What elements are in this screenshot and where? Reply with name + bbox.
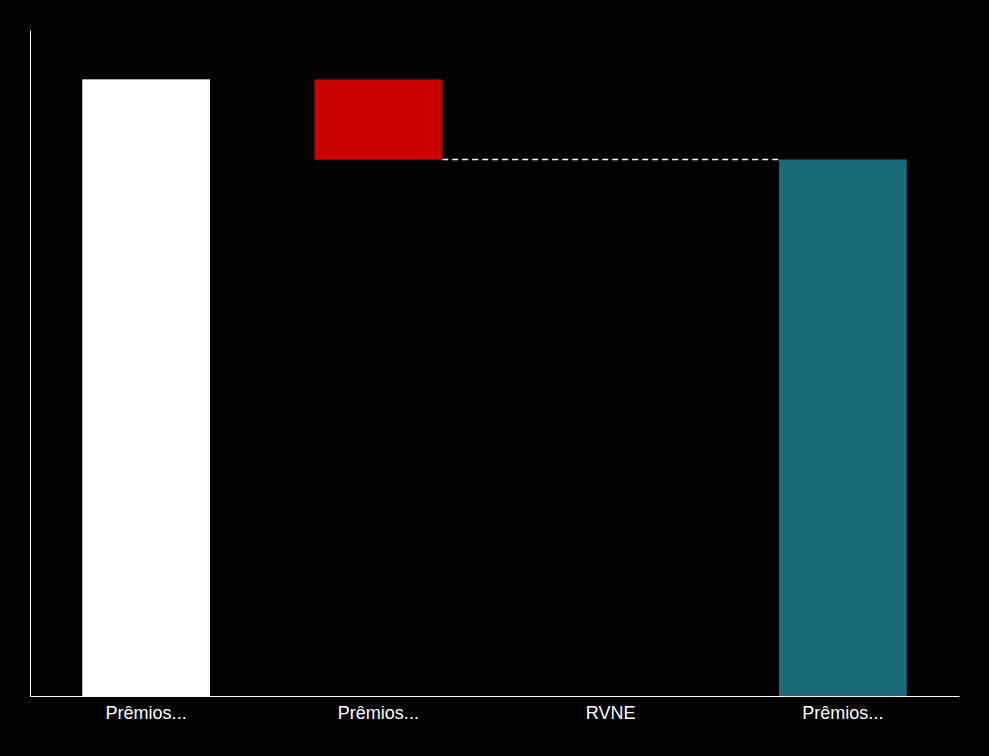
x-tick-label: Prêmios... [802,703,883,723]
x-axis: Prêmios... Prêmios... RVNE Prêmios... [31,696,960,723]
connector-line [442,159,779,161]
chart-svg: Prêmios... Prêmios... RVNE Prêmios... [0,0,989,756]
x-tick: Prêmios... [802,696,883,723]
x-tick-label: Prêmios... [338,703,419,723]
x-tick-label: RVNE [586,703,636,723]
plot-area [82,79,906,696]
bar [315,79,443,159]
y-axis-line [30,31,31,697]
x-tick-label: Prêmios... [106,703,187,723]
x-tick: RVNE [586,696,636,723]
bar [779,160,907,697]
bar [82,79,210,696]
y-axis [30,31,31,697]
x-tick: Prêmios... [106,696,187,723]
x-tick: Prêmios... [338,696,419,723]
x-axis-line [31,696,960,697]
